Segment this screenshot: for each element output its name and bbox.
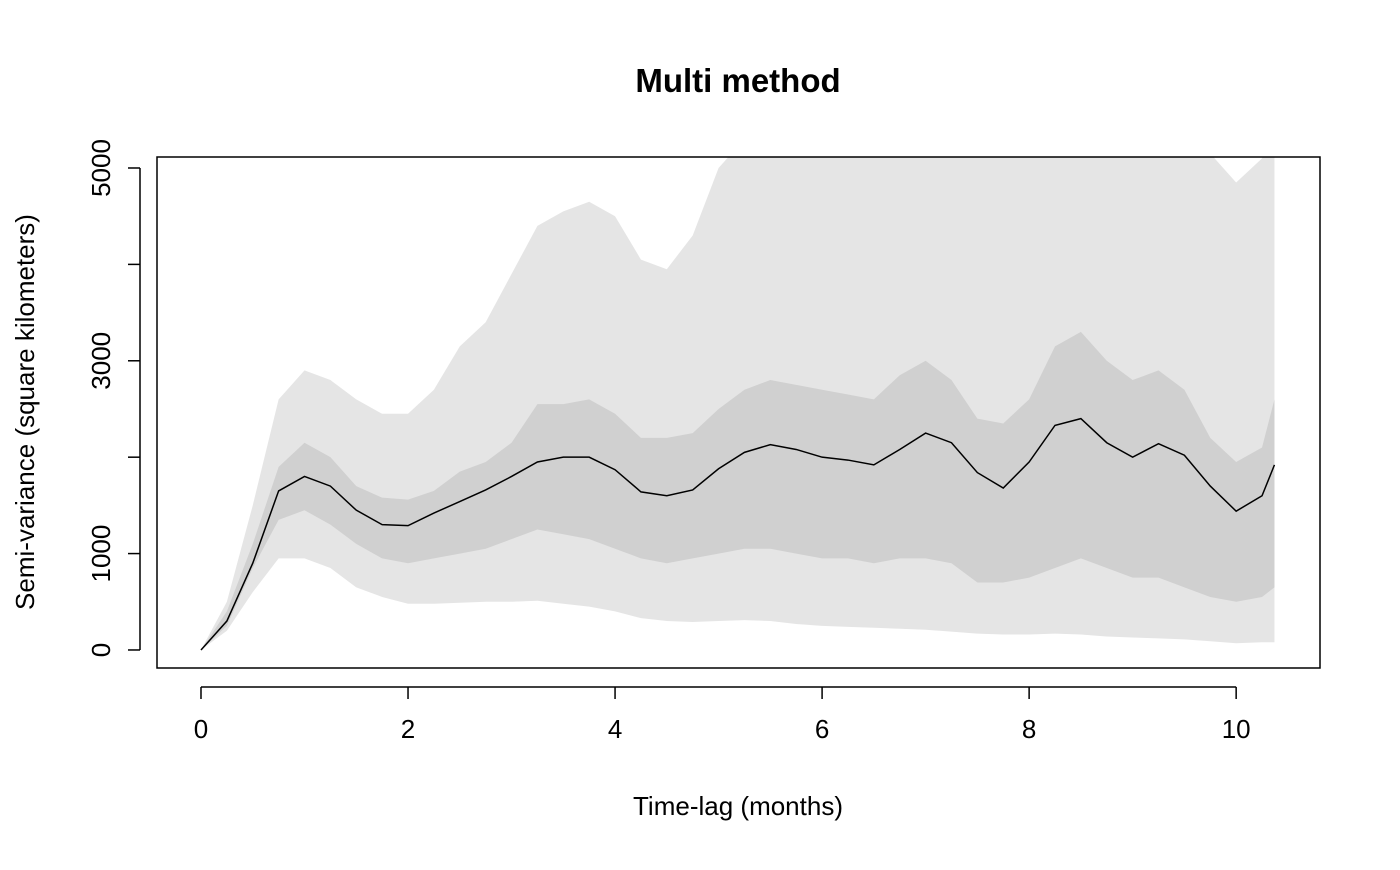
x-tick-label: 0	[194, 714, 208, 744]
x-axis-label: Time-lag (months)	[633, 791, 843, 821]
x-tick-label: 6	[815, 714, 829, 744]
y-tick-label: 1000	[86, 525, 116, 583]
line	[200, 417, 1276, 651]
x-tick-label: 10	[1222, 714, 1251, 744]
band	[200, 331, 1275, 650]
y-tick-label: 0	[86, 643, 116, 657]
y-tick-label: 5000	[86, 139, 116, 197]
y-tick-label: 3000	[86, 332, 116, 390]
plot-box	[156, 156, 1321, 669]
chart-title: Multi method	[635, 62, 840, 99]
y-axis-label: Semi-variance (square kilometers)	[10, 214, 40, 610]
x-tick-label: 2	[401, 714, 415, 744]
plot-area	[200, 157, 1276, 651]
x-tick-label: 4	[608, 714, 622, 744]
x-tick-label: 8	[1022, 714, 1036, 744]
